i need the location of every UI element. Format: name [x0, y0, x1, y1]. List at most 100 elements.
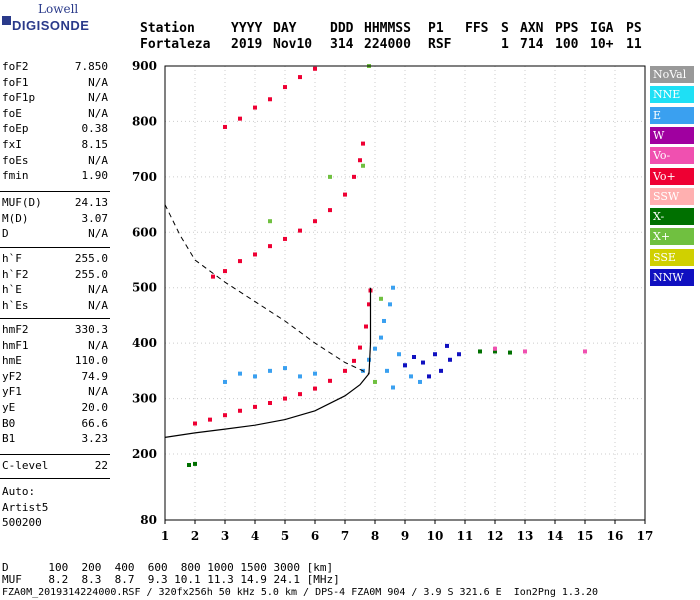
param-row: foEp 0.38 — [2, 122, 108, 138]
legend-item: NNE — [650, 86, 694, 104]
legend-item: X+ — [650, 228, 694, 246]
profile-curve — [164, 287, 372, 438]
echo-point — [283, 396, 287, 401]
param-name: hmF1 — [2, 338, 29, 352]
echo-point — [364, 324, 368, 329]
x-tick-label: 3 — [221, 529, 229, 543]
param-value: 7.850 — [74, 60, 108, 73]
param-value: 110.0 — [74, 354, 108, 368]
header-value-iga: 10+ — [590, 37, 614, 52]
header-label-yyyy: YYYY — [231, 21, 263, 36]
y-tick-label: 300 — [132, 392, 157, 406]
x-tick-label: 6 — [311, 529, 319, 543]
x-tick-label: 2 — [191, 529, 199, 543]
echo-point — [211, 274, 215, 279]
param-name: B1 — [2, 432, 16, 446]
echo-point — [409, 374, 413, 379]
param-name: foF1p — [2, 91, 36, 105]
param-value: 22 — [94, 459, 108, 472]
param-name: foF1 — [2, 75, 29, 89]
autoscaling-program: Artist5 — [2, 501, 49, 514]
echo-point — [361, 163, 365, 168]
echo-point — [223, 269, 227, 274]
echo-point — [313, 219, 317, 224]
echo-point — [391, 385, 395, 390]
header-value-pps: 100 — [555, 37, 579, 52]
echo-point — [328, 208, 332, 213]
echo-point — [253, 374, 257, 379]
echo-point — [403, 363, 407, 368]
echo-point — [373, 379, 377, 384]
param-row: yE 20.0 — [2, 401, 108, 417]
param-value: N/A — [88, 91, 108, 105]
header-label-ffs: FFS — [465, 21, 489, 36]
legend-item: W — [650, 126, 694, 144]
echo-point — [187, 463, 191, 467]
echo-point — [343, 368, 347, 373]
echo-point — [268, 219, 272, 224]
param-value: 3.23 — [81, 432, 109, 446]
echo-point — [358, 158, 362, 163]
echo-point — [448, 357, 452, 362]
param-name: foEs — [2, 153, 29, 167]
header-label-s: S — [501, 21, 509, 36]
legend-item: SSE — [650, 248, 694, 266]
echo-point — [298, 75, 302, 80]
echo-point — [352, 358, 356, 363]
param-row: h`Es N/A — [2, 299, 108, 315]
y-tick-label: 700 — [132, 170, 157, 184]
param-row: yF2 74.9 — [2, 370, 108, 386]
header-label-hhmmss: HHMMSS — [364, 21, 411, 36]
param-name: foEp — [2, 122, 29, 136]
header-value-station: Fortaleza — [140, 37, 211, 52]
param-value: 3.07 — [81, 211, 109, 225]
x-tick-label: 17 — [637, 529, 654, 543]
echo-point — [391, 285, 395, 290]
header-label-iga: IGA — [590, 21, 614, 36]
echo-point — [433, 352, 437, 357]
x-tick-label: 13 — [517, 529, 534, 543]
y-tick-label: 500 — [132, 281, 157, 295]
x-tick-label: 15 — [577, 529, 594, 543]
muf-distance-row: D 100 200 400 600 800 1000 1500 3000 [km… — [2, 561, 334, 574]
trace-series — [187, 349, 512, 467]
echo-point — [328, 378, 332, 383]
header-value-hhmmss: 224000 — [364, 37, 411, 52]
echo-point — [427, 374, 431, 379]
param-row: MUF(D) 24.13 — [2, 196, 108, 212]
trace-series — [223, 66, 317, 129]
echo-point — [238, 116, 242, 121]
param-name: yF1 — [2, 385, 22, 399]
param-value: N/A — [88, 227, 108, 241]
param-value: N/A — [88, 153, 108, 167]
param-value: N/A — [88, 75, 108, 89]
echo-point — [298, 392, 302, 397]
divider — [0, 191, 110, 192]
model-curves — [164, 204, 372, 438]
echo-point — [493, 346, 497, 351]
echo-traces — [187, 64, 587, 467]
echo-point — [412, 355, 416, 359]
y-tick-label: 800 — [132, 114, 157, 128]
footer-file-info: FZA0M_2019314224000.RSF / 320fx256h 50 k… — [2, 587, 599, 598]
echo-point — [379, 296, 383, 301]
y-tick-label: 80 — [140, 513, 157, 527]
echo-point — [208, 417, 212, 422]
param-value: 255.0 — [74, 267, 108, 281]
echo-point — [268, 368, 272, 373]
legend-item: SSW — [650, 187, 694, 205]
param-name: h`F2 — [2, 267, 29, 281]
echo-point — [193, 421, 197, 426]
echo-point — [238, 371, 242, 376]
x-tick-label: 4 — [251, 529, 259, 543]
x-tick-label: 8 — [371, 529, 379, 543]
header-value-ps: 11 — [626, 37, 642, 52]
param-name: foF2 — [2, 60, 29, 73]
param-row: B1 3.23 — [2, 432, 108, 448]
param-name: yE — [2, 401, 16, 414]
echo-point — [382, 318, 386, 323]
param-value: 0.38 — [81, 122, 109, 136]
echo-point — [385, 368, 389, 373]
logo-mark — [2, 16, 11, 25]
echo-point — [358, 345, 362, 350]
